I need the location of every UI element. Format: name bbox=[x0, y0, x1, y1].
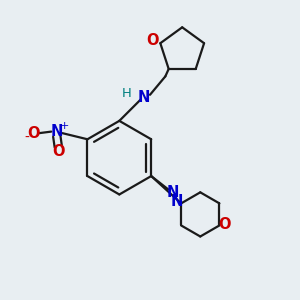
Text: O: O bbox=[52, 144, 64, 159]
Text: N: N bbox=[138, 90, 150, 105]
Text: H: H bbox=[122, 87, 132, 100]
Text: -: - bbox=[25, 131, 29, 145]
Text: O: O bbox=[28, 126, 40, 141]
Text: O: O bbox=[146, 33, 159, 48]
Text: +: + bbox=[60, 121, 69, 131]
Text: N: N bbox=[170, 194, 183, 209]
Text: O: O bbox=[219, 217, 231, 232]
Text: N: N bbox=[167, 185, 179, 200]
Text: N: N bbox=[51, 124, 63, 139]
